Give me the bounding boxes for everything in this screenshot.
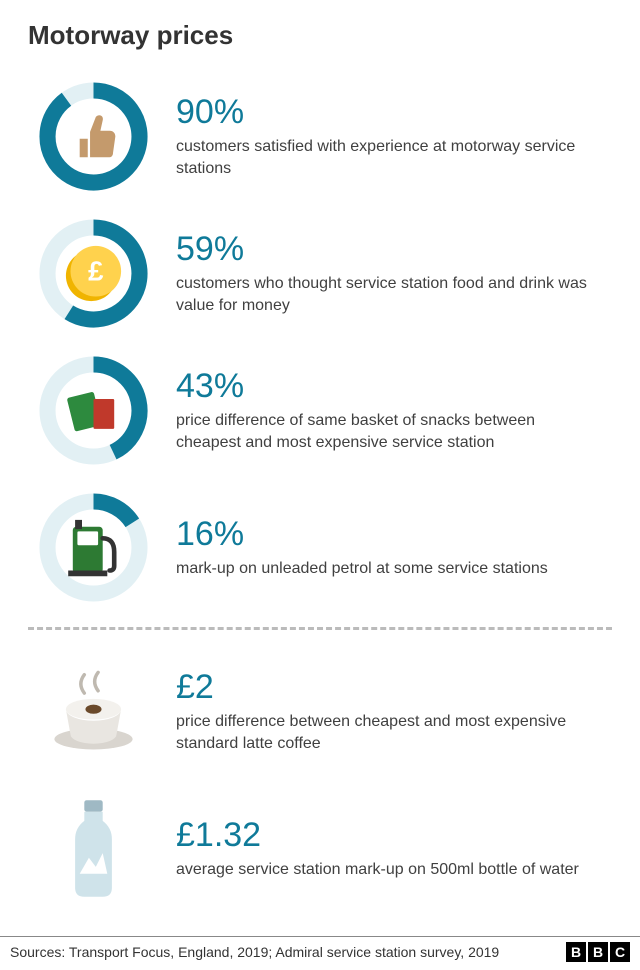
- stat-value: 59%: [176, 230, 602, 269]
- source-text: Sources: Transport Focus, England, 2019;…: [10, 944, 499, 960]
- footer: Sources: Transport Focus, England, 2019;…: [0, 936, 640, 962]
- coffee-icon: [28, 654, 158, 769]
- stat-row: 43% price difference of same basket of s…: [28, 353, 612, 468]
- pump-icon: [28, 490, 158, 605]
- thumb-icon: [28, 79, 158, 194]
- stat-row: £ 59% customers who thought service stat…: [28, 216, 612, 331]
- stat-desc: price difference of same basket of snack…: [176, 410, 602, 453]
- coin-icon: £: [28, 216, 158, 331]
- stats-list: 90% customers satisfied with experience …: [28, 79, 612, 906]
- bbc-logo: BBC: [566, 942, 630, 962]
- stat-desc: customers who thought service station fo…: [176, 273, 602, 316]
- stat-value: £1.32: [176, 816, 602, 855]
- page-title: Motorway prices: [28, 20, 612, 51]
- snacks-icon: [28, 353, 158, 468]
- bottle-icon: [28, 791, 158, 906]
- stat-desc: price difference between cheapest and mo…: [176, 711, 602, 754]
- stat-row: £2 price difference between cheapest and…: [28, 654, 612, 769]
- stat-row: 16% mark-up on unleaded petrol at some s…: [28, 490, 612, 605]
- stat-desc: average service station mark-up on 500ml…: [176, 859, 602, 881]
- svg-text:£: £: [88, 255, 104, 286]
- stat-desc: customers satisfied with experience at m…: [176, 136, 602, 179]
- section-divider: [28, 627, 612, 630]
- stat-row: £1.32 average service station mark-up on…: [28, 791, 612, 906]
- stat-value: £2: [176, 668, 602, 707]
- stat-value: 90%: [176, 93, 602, 132]
- stat-desc: mark-up on unleaded petrol at some servi…: [176, 558, 602, 580]
- stat-value: 43%: [176, 367, 602, 406]
- stat-row: 90% customers satisfied with experience …: [28, 79, 612, 194]
- stat-value: 16%: [176, 515, 602, 554]
